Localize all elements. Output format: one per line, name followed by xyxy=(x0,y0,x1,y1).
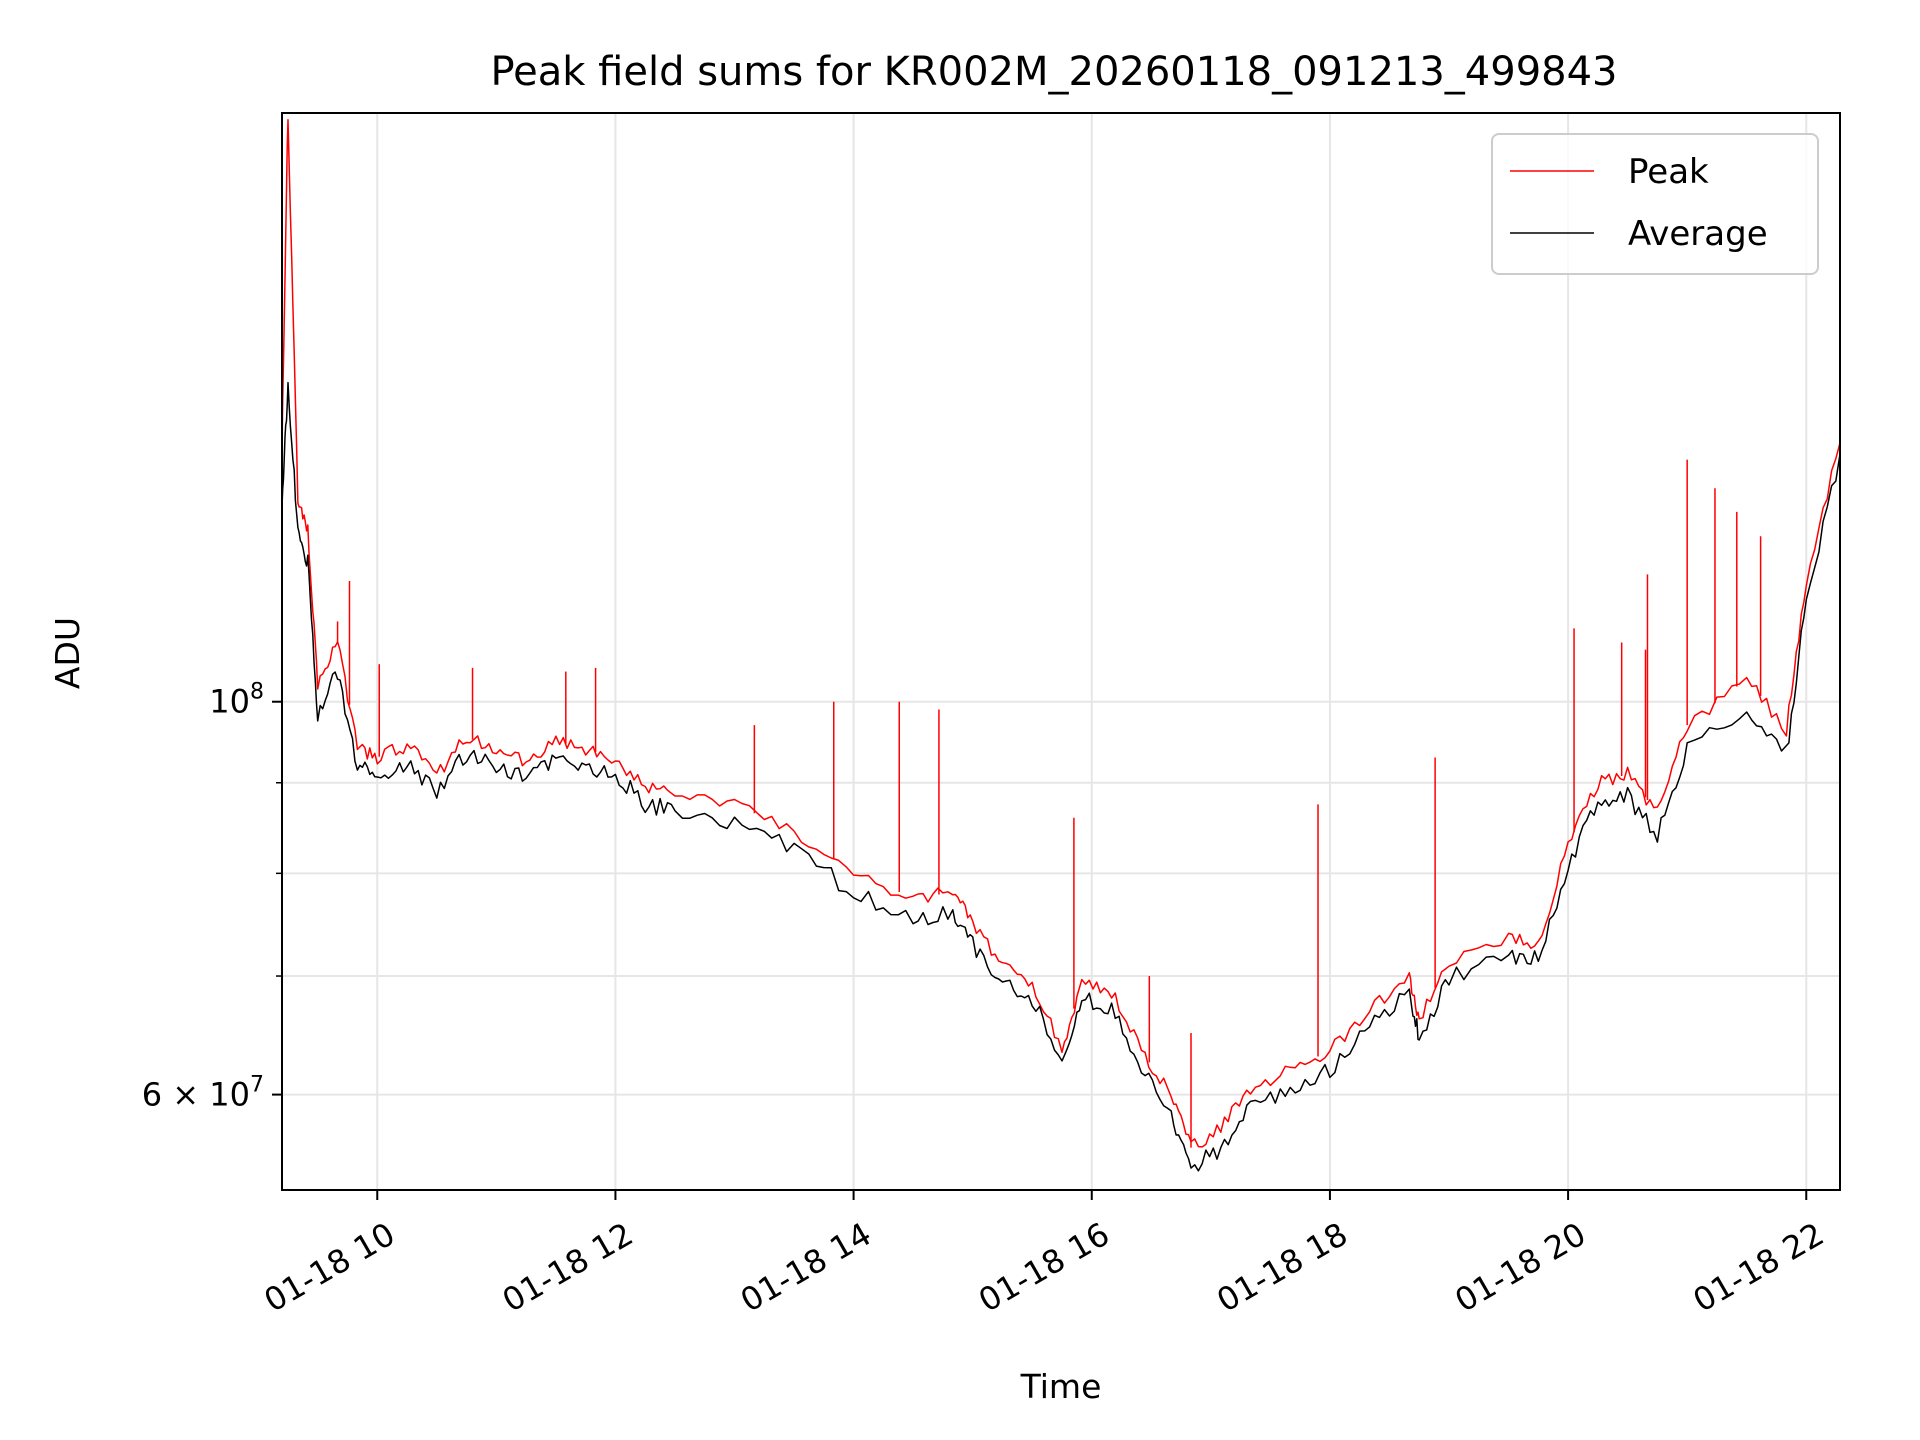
y-tick-label: 6 × 107 xyxy=(142,1073,264,1114)
legend-average-label: Average xyxy=(1628,214,1768,254)
legend-box xyxy=(1491,133,1819,275)
y-tick-exponent: 8 xyxy=(250,680,264,705)
series-line-peak xyxy=(281,118,1841,1148)
y-tick-base: 6 × 10 xyxy=(142,1076,250,1114)
y-tick-exponent: 7 xyxy=(250,1073,264,1098)
series-layer xyxy=(281,118,1841,1172)
legend-peak-label: Peak xyxy=(1628,152,1709,192)
y-tick-base: 10 xyxy=(209,683,250,721)
plot-frame xyxy=(281,112,1841,1191)
grid-layer xyxy=(282,113,1840,1190)
chart-title: Peak field sums for KR002M_20260118_0912… xyxy=(490,49,1617,95)
x-axis-label: Time xyxy=(1020,1367,1102,1406)
legend: Peak Average xyxy=(1491,133,1819,275)
y-axis-label: ADU xyxy=(48,617,87,689)
y-tick-label: 108 xyxy=(209,680,264,721)
series-line-average xyxy=(281,381,1841,1172)
